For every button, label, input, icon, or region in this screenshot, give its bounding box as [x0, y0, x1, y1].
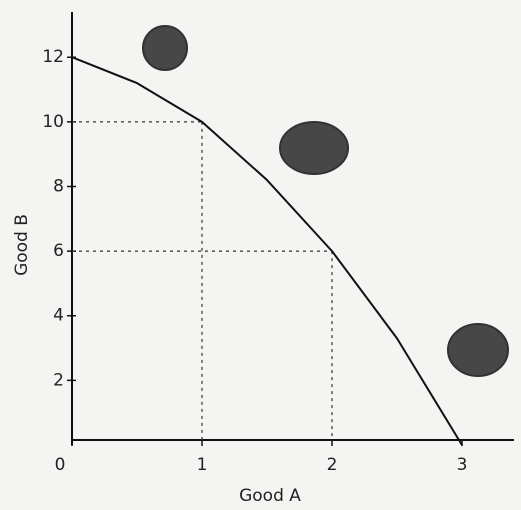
x-tick-label: 1 — [197, 455, 208, 475]
y-tick-label: 12 — [42, 47, 64, 67]
y-axis-label: Good B — [12, 214, 32, 276]
x-tick-label: 3 — [457, 455, 468, 475]
y-tick-label: 8 — [53, 176, 64, 196]
y-tick-label: 2 — [53, 370, 64, 390]
chart: Good A Good B 012324681012 — [0, 0, 521, 510]
scribble — [280, 122, 348, 174]
scribble — [143, 26, 187, 70]
x-tick-label: 0 — [55, 455, 66, 475]
x-axis-label: Good A — [239, 486, 301, 506]
y-tick-label: 6 — [53, 241, 64, 261]
scribble — [448, 324, 508, 376]
y-tick-label: 10 — [42, 112, 64, 132]
x-tick-label: 2 — [327, 455, 338, 475]
y-tick-label: 4 — [53, 306, 64, 326]
